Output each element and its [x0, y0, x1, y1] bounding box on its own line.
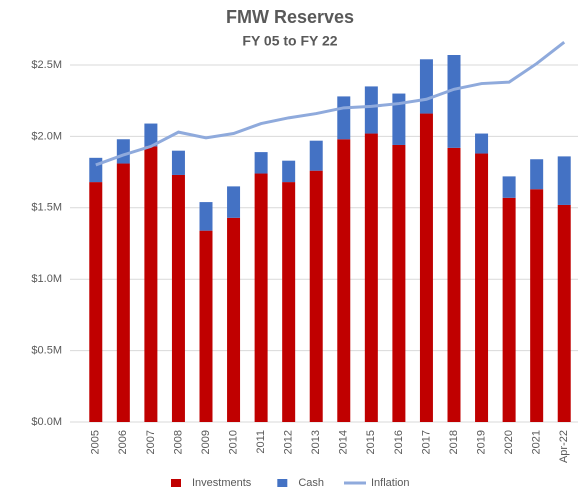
x-tick-label: 2015 — [365, 430, 377, 454]
y-tick-label: $0.0M — [31, 416, 62, 428]
x-tick-label: 2018 — [448, 430, 460, 454]
bar-segment — [475, 153, 489, 422]
bar-segment — [144, 146, 158, 422]
x-tick-label: 2013 — [310, 430, 322, 454]
legend-label: Inflation — [371, 477, 410, 489]
bar-segment — [502, 176, 516, 198]
bar-segment — [502, 197, 516, 422]
x-tick-label: 2009 — [200, 430, 212, 454]
x-tick-label: 2016 — [393, 430, 405, 454]
chart-subtitle: FY 05 to FY 22 — [242, 33, 337, 49]
bar-segment — [171, 174, 185, 422]
bar-segment — [337, 96, 351, 140]
bar-segment — [364, 86, 378, 134]
bar-segment — [419, 59, 433, 114]
x-tick-label: 2021 — [531, 430, 543, 454]
bar-segment — [557, 204, 571, 422]
bar-segment — [254, 152, 268, 174]
bar-segment — [282, 160, 296, 183]
x-tick-label: 2020 — [503, 430, 515, 454]
legend-label: Cash — [298, 477, 324, 489]
bar-segment — [447, 55, 461, 148]
bar-segment — [116, 139, 130, 164]
bar-segment — [530, 159, 544, 190]
x-tick-label: 2007 — [145, 430, 157, 454]
bar-segment — [557, 156, 571, 205]
bar-segment — [392, 144, 406, 422]
bar-segment — [227, 217, 241, 422]
y-tick-label: $2.5M — [31, 59, 62, 71]
bar-segment — [282, 182, 296, 422]
x-tick-label: 2008 — [172, 430, 184, 454]
bar-segment — [89, 157, 103, 183]
bar-segment — [447, 147, 461, 422]
x-tick-label: 2011 — [255, 430, 267, 454]
legend-swatch — [277, 479, 288, 487]
legend-swatch — [171, 479, 181, 487]
bar-segment — [89, 182, 103, 422]
bar-segment — [144, 123, 158, 147]
bar-segment — [419, 113, 433, 422]
bar-segment — [199, 230, 213, 422]
bar-segment — [309, 170, 323, 422]
x-tick-label: 2006 — [117, 430, 129, 454]
x-tick-label: 2017 — [420, 430, 432, 454]
x-tick-label: 2005 — [90, 430, 102, 454]
bar-segment — [364, 133, 378, 422]
y-tick-label: $1.5M — [31, 202, 62, 214]
x-tick-label: 2012 — [283, 430, 295, 454]
bar-segment — [392, 93, 406, 145]
legend-label: Investments — [192, 477, 252, 489]
bar-segment — [309, 140, 323, 171]
line-series — [95, 40, 566, 167]
y-tick-label: $2.0M — [31, 130, 62, 142]
x-tick-label: 2010 — [227, 430, 239, 454]
chart-title: FMW Reserves — [226, 7, 354, 27]
bar-segment — [116, 163, 130, 423]
y-tick-label: $1.0M — [31, 273, 62, 285]
bar-segment — [475, 133, 489, 154]
bar-segment — [227, 186, 241, 218]
bar-segment — [171, 150, 185, 175]
bar-segment — [254, 173, 268, 422]
y-tick-label: $0.5M — [31, 345, 62, 357]
bar-segment — [199, 202, 213, 231]
x-tick-label: Apr-22 — [558, 430, 570, 463]
x-tick-label: 2014 — [338, 430, 350, 454]
bar-segment — [530, 189, 544, 422]
bar-segment — [337, 139, 351, 423]
x-tick-label: 2019 — [475, 430, 487, 454]
